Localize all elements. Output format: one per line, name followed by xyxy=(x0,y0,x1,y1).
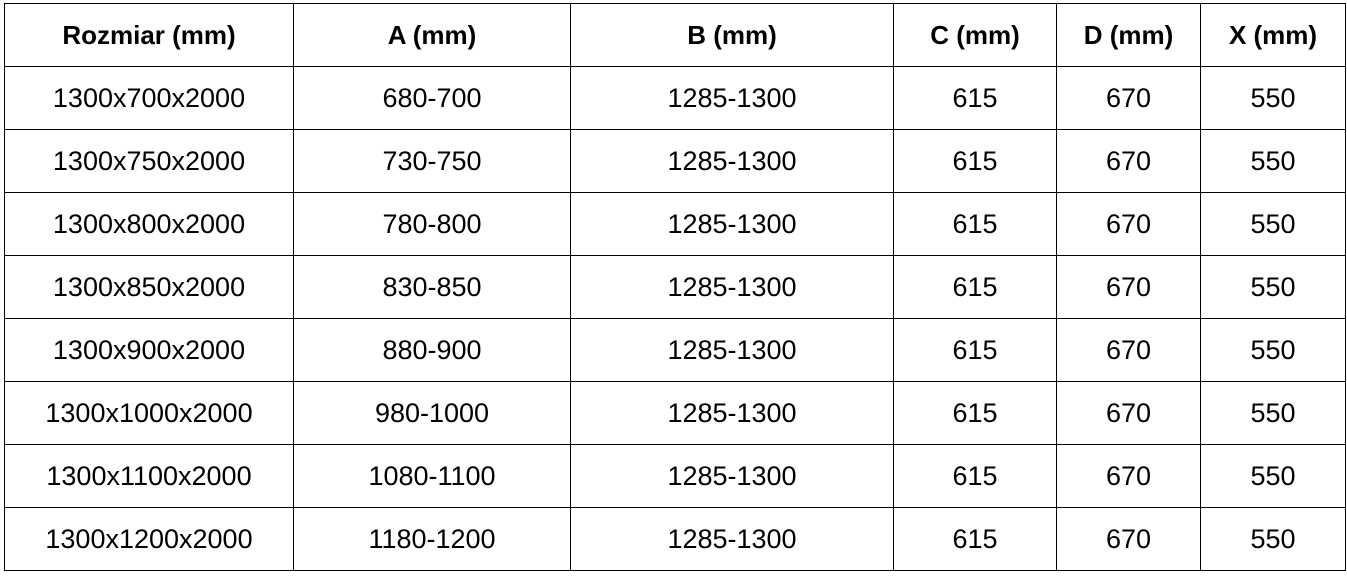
cell-a: 780-800 xyxy=(293,192,571,256)
table-row: 1300x1000x2000 980-1000 1285-1300 615 670 550 xyxy=(4,381,1346,445)
dimensions-table: Rozmiar (mm) A (mm) B (mm) C (mm) D (mm)… xyxy=(4,3,1346,571)
header-x: X (mm) xyxy=(1200,3,1346,67)
cell-d: 670 xyxy=(1056,66,1201,130)
cell-x: 550 xyxy=(1200,381,1346,445)
header-c: C (mm) xyxy=(893,3,1057,67)
cell-x: 550 xyxy=(1200,444,1346,508)
cell-d: 670 xyxy=(1056,381,1201,445)
table-row: 1300x1100x2000 1080-1100 1285-1300 615 670 55… xyxy=(4,444,1346,508)
header-row: Rozmiar (mm) A (mm) B (mm) C (mm) D (mm)… xyxy=(4,3,1346,67)
cell-d: 670 xyxy=(1056,507,1201,571)
cell-b: 1285-1300 xyxy=(570,381,894,445)
cell-c: 615 xyxy=(893,381,1057,445)
cell-size: 1300x1200x2000 xyxy=(4,507,294,571)
cell-a: 1180-1200 xyxy=(293,507,571,571)
cell-c: 615 xyxy=(893,507,1057,571)
cell-b: 1285-1300 xyxy=(570,444,894,508)
cell-c: 615 xyxy=(893,66,1057,130)
cell-size: 1300x1000x2000 xyxy=(4,381,294,445)
cell-d: 670 xyxy=(1056,192,1201,256)
cell-x: 550 xyxy=(1200,318,1346,382)
cell-d: 670 xyxy=(1056,255,1201,319)
cell-x: 550 xyxy=(1200,129,1346,193)
cell-c: 615 xyxy=(893,129,1057,193)
cell-size: 1300x900x2000 xyxy=(4,318,294,382)
cell-size: 1300x850x2000 xyxy=(4,255,294,319)
header-a: A (mm) xyxy=(293,3,571,67)
cell-d: 670 xyxy=(1056,129,1201,193)
table-row: 1300x750x2000 730-750 1285-1300 615 670 550 xyxy=(4,129,1346,193)
cell-c: 615 xyxy=(893,444,1057,508)
cell-size: 1300x800x2000 xyxy=(4,192,294,256)
cell-b: 1285-1300 xyxy=(570,255,894,319)
cell-d: 670 xyxy=(1056,444,1201,508)
cell-b: 1285-1300 xyxy=(570,507,894,571)
cell-x: 550 xyxy=(1200,66,1346,130)
cell-b: 1285-1300 xyxy=(570,129,894,193)
cell-size: 1300x700x2000 xyxy=(4,66,294,130)
header-b: B (mm) xyxy=(570,3,894,67)
cell-size: 1300x1100x2000 xyxy=(4,444,294,508)
table-body: 1300x700x2000 680-700 1285-1300 615 670 550 13… xyxy=(4,66,1346,571)
cell-x: 550 xyxy=(1200,507,1346,571)
cell-d: 670 xyxy=(1056,318,1201,382)
table-row: 1300x850x2000 830-850 1285-1300 615 670 550 xyxy=(4,255,1346,319)
cell-a: 1080-1100 xyxy=(293,444,571,508)
cell-c: 615 xyxy=(893,255,1057,319)
cell-b: 1285-1300 xyxy=(570,318,894,382)
cell-a: 880-900 xyxy=(293,318,571,382)
cell-x: 550 xyxy=(1200,255,1346,319)
cell-a: 730-750 xyxy=(293,129,571,193)
cell-c: 615 xyxy=(893,192,1057,256)
cell-a: 830-850 xyxy=(293,255,571,319)
cell-b: 1285-1300 xyxy=(570,192,894,256)
table-row: 1300x700x2000 680-700 1285-1300 615 670 550 xyxy=(4,66,1346,130)
cell-a: 980-1000 xyxy=(293,381,571,445)
cell-c: 615 xyxy=(893,318,1057,382)
cell-b: 1285-1300 xyxy=(570,66,894,130)
header-size: Rozmiar (mm) xyxy=(4,3,294,67)
table-row: 1300x900x2000 880-900 1285-1300 615 670 550 xyxy=(4,318,1346,382)
table-row: 1300x1200x2000 1180-1200 1285-1300 615 670 55… xyxy=(4,507,1346,571)
header-d: D (mm) xyxy=(1056,3,1201,67)
cell-x: 550 xyxy=(1200,192,1346,256)
cell-size: 1300x750x2000 xyxy=(4,129,294,193)
cell-a: 680-700 xyxy=(293,66,571,130)
table-row: 1300x800x2000 780-800 1285-1300 615 670 550 xyxy=(4,192,1346,256)
